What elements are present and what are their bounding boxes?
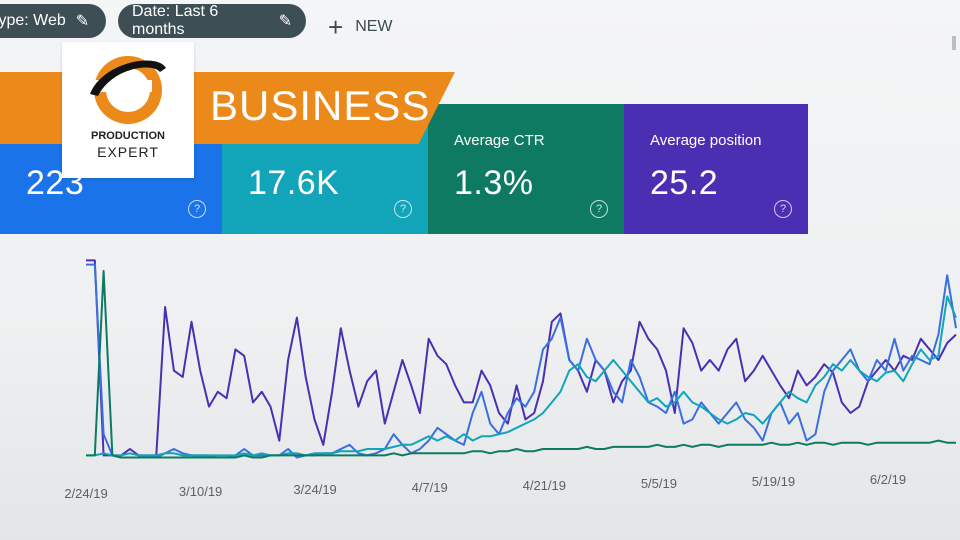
average-ctr-label: Average CTR — [454, 132, 545, 149]
average-ctr-value: 1.3% — [454, 164, 534, 202]
logo-e-mark-icon — [90, 56, 166, 124]
new-filter-label: NEW — [355, 18, 393, 35]
average-position-value: 25.2 — [650, 164, 719, 202]
performance-line-chart: 2/24/19 3/10/19 3/24/19 4/7/19 4/21/19 5/5/19… — [64, 259, 957, 501]
date-filter-label: Date: Last 6 months — [132, 3, 219, 38]
x-tick-label: 6/2/19 — [870, 472, 906, 487]
plus-icon: + — [328, 12, 344, 42]
help-icon[interactable]: ? — [188, 200, 206, 218]
production-expert-logo: PRODUCTION EXPERT — [62, 42, 194, 178]
x-tick-label: 5/19/19 — [752, 474, 795, 489]
series-line-clicks — [86, 263, 957, 459]
search-type-filter-label: type: Web — [0, 12, 66, 29]
x-tick-label: 4/7/19 — [412, 480, 448, 495]
series-line-ctr — [86, 270, 956, 459]
x-tick-label: 3/24/19 — [293, 482, 336, 497]
average-ctr-card[interactable]: Average CTR 1.3% ? — [428, 104, 624, 234]
x-tick-label: 3/10/19 — [179, 484, 222, 499]
x-tick-label: 5/5/19 — [641, 476, 677, 491]
total-impressions-value: 17.6K — [248, 164, 340, 202]
average-position-card[interactable]: Average position 25.2 ? — [624, 104, 808, 234]
new-filter-button[interactable]: + NEW — [328, 12, 393, 42]
banner-title: BUSINESS — [210, 82, 431, 129]
help-icon[interactable]: ? — [774, 200, 792, 218]
date-filter-chip[interactable]: Date: Last 6 months ✎ — [118, 3, 306, 38]
help-icon[interactable]: ? — [590, 200, 608, 218]
x-tick-label: 4/21/19 — [523, 478, 566, 493]
series-line-impressions — [86, 295, 957, 457]
more-options-icon[interactable] — [952, 36, 956, 50]
help-icon[interactable]: ? — [394, 200, 412, 218]
average-position-label: Average position — [650, 132, 762, 149]
edit-pencil-icon[interactable]: ✎ — [278, 13, 292, 30]
search-type-filter-chip[interactable]: type: Web ✎ — [0, 4, 106, 38]
logo-line1: PRODUCTION — [91, 130, 165, 142]
logo-line2: EXPERT — [97, 144, 159, 160]
x-tick-label: 2/24/19 — [64, 486, 107, 501]
edit-pencil-icon[interactable]: ✎ — [75, 13, 90, 30]
